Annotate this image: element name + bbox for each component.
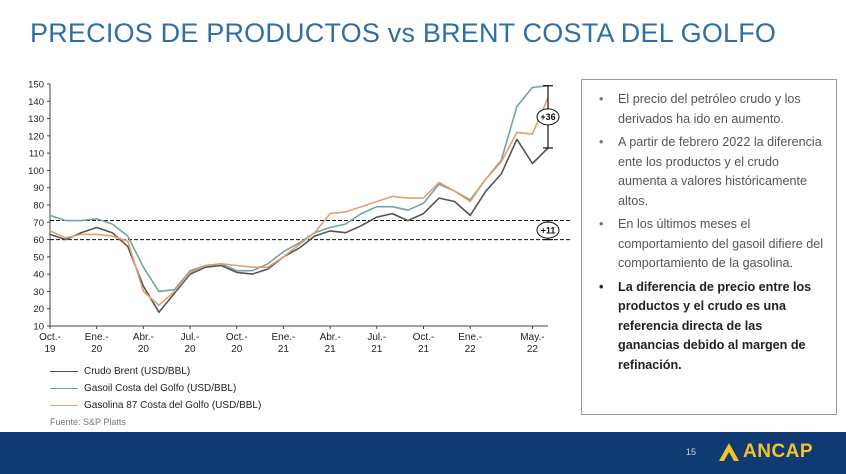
series-line-gasolina	[49, 97, 549, 307]
y-tick-label: 20	[33, 304, 44, 315]
brand-name: ANCAP	[743, 441, 814, 462]
y-tick-label: 80	[33, 201, 44, 212]
x-tick-label: Jul.-	[181, 332, 200, 343]
legend-swatch-gasolina	[50, 405, 78, 406]
y-tick-label: 10	[33, 322, 44, 333]
x-tick-label: 21	[278, 344, 290, 355]
slide-title: PRECIOS DE PRODUCTOS vs BRENT COSTA DEL …	[30, 18, 777, 48]
x-tick-label: Ene.-	[271, 332, 295, 343]
chart-legend: Crudo Brent (USD/BBL) Gasoil Costa del G…	[50, 363, 261, 414]
x-tick-label: 20	[185, 344, 197, 355]
legend-label-brent: Crudo Brent (USD/BBL)	[84, 366, 191, 377]
x-tick-label: 20	[138, 344, 150, 355]
notes-list: El precio del petróleo crudo y los deriv…	[596, 90, 824, 375]
legend-swatch-brent	[50, 371, 78, 372]
y-tick-label: 110	[29, 149, 44, 160]
y-tick-label: 100	[28, 166, 44, 177]
x-tick-label: 21	[325, 344, 337, 355]
legend-label-gasolina: Gasolina 87 Costa del Golfo (USD/BBL)	[84, 400, 262, 411]
source-note: Fuente: S&P Platts	[50, 417, 126, 427]
x-tick-label: May.-	[520, 332, 544, 343]
x-tick-label: 21	[418, 344, 430, 355]
y-tick-label: 120	[28, 131, 44, 142]
note-item: El precio del petróleo crudo y los deriv…	[596, 90, 824, 129]
note-item: En los últimos meses el comportamiento d…	[596, 215, 824, 274]
y-tick-label: 40	[33, 270, 44, 281]
price-chart-svg: 10 20 30 40 50 60 70 80 90 100 110 120 130 140 150 Oct.…	[28, 80, 572, 355]
y-tick-label: 150	[28, 80, 44, 91]
annotation-badge	[536, 221, 560, 239]
y-tick-label: 140	[28, 97, 44, 108]
x-tick-label: Oct.-	[226, 332, 248, 343]
x-tick-label: 19	[44, 344, 56, 355]
annotation-badge	[536, 108, 560, 126]
x-tick-label: Oct.-	[413, 332, 435, 343]
x-tick-label: 20	[231, 344, 243, 355]
x-tick-label: 21	[371, 344, 383, 355]
note-item: A partir de febrero 2022 la diferencia e…	[596, 133, 824, 211]
page-number: 15	[686, 447, 697, 457]
x-tick-label: Ene.-	[85, 332, 109, 343]
brand-logo: ANCAP	[718, 441, 813, 463]
annotation-label: +36	[540, 112, 555, 122]
x-tick-label: 22	[527, 344, 539, 355]
x-tick-label: Jul.-	[367, 332, 386, 343]
legend-swatch-gasoil	[50, 388, 78, 389]
x-tick-label: Oct.-	[39, 332, 61, 343]
series-line-gasoil	[49, 84, 549, 293]
y-tick-label: 130	[28, 114, 44, 125]
x-tick-label: Ene.-	[458, 332, 482, 343]
x-tick-label: Abr.-	[320, 332, 341, 343]
footer-bar	[0, 432, 846, 474]
y-tick-label: 70	[33, 218, 44, 229]
notes-box: El precio del petróleo crudo y los deriv…	[581, 79, 837, 415]
x-tick-label: 22	[465, 344, 477, 355]
y-tick-label: 50	[33, 252, 44, 263]
ancap-logo-icon	[719, 443, 739, 461]
series-line-brent	[49, 138, 549, 313]
annotation-label: +11	[541, 225, 556, 235]
legend-label-gasoil: Gasoil Costa del Golfo (USD/BBL)	[84, 383, 237, 394]
legend-item-brent: Crudo Brent (USD/BBL)	[50, 363, 261, 380]
y-tick-label: 60	[33, 235, 44, 246]
y-tick-label: 90	[33, 183, 44, 194]
x-tick-label: 20	[91, 344, 103, 355]
price-chart: 10 20 30 40 50 60 70 80 90 100 110 120 130 140 150 Oct.…	[0, 70, 580, 370]
note-item-highlight: La diferencia de precio entre los produc…	[596, 278, 824, 376]
x-tick-label: Abr.-	[133, 332, 154, 343]
y-tick-label: 30	[33, 287, 44, 298]
legend-item-gasoil: Gasoil Costa del Golfo (USD/BBL)	[50, 380, 261, 397]
legend-item-gasolina: Gasolina 87 Costa del Golfo (USD/BBL)	[50, 397, 261, 414]
